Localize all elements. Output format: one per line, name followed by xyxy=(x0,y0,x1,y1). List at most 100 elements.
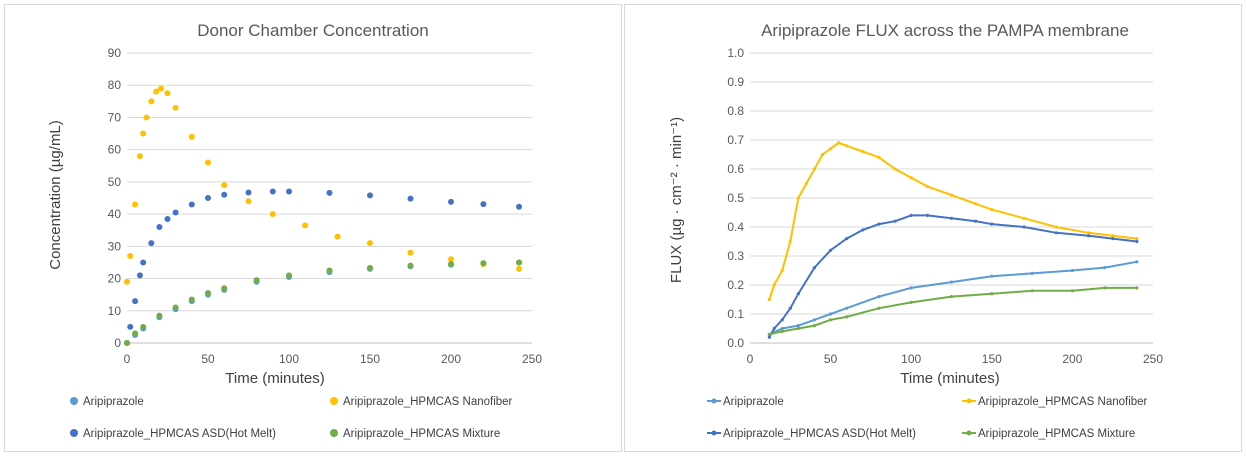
data-point xyxy=(132,201,139,208)
data-point xyxy=(837,141,841,145)
legend-item: Aripiprazole_HPMCAS ASD(Hot Melt) xyxy=(70,428,276,440)
data-point xyxy=(909,300,913,304)
x-tick-label: 200 xyxy=(441,352,461,366)
data-point xyxy=(480,201,487,208)
x-axis-title: Time (minutes) xyxy=(900,370,999,387)
data-point xyxy=(132,298,139,305)
data-point xyxy=(796,196,800,200)
data-point xyxy=(136,272,143,279)
data-point xyxy=(893,167,897,171)
series-3 xyxy=(124,259,523,346)
data-point xyxy=(796,326,800,331)
data-point xyxy=(1054,225,1058,229)
data-point xyxy=(974,219,978,223)
data-point xyxy=(407,195,414,202)
chart-title: Donor Chamber Concentration xyxy=(197,21,429,40)
data-point xyxy=(124,278,130,285)
y-axis-title: FLUX (µg · cm⁻² · min⁻¹) xyxy=(668,117,685,283)
data-point xyxy=(788,306,792,310)
data-point xyxy=(780,268,784,273)
y-tick-label: 0.1 xyxy=(727,307,744,321)
data-point xyxy=(127,253,134,259)
data-point xyxy=(877,295,881,299)
data-point xyxy=(205,159,211,166)
data-point xyxy=(188,296,195,303)
y-tick-label: 20 xyxy=(108,272,122,286)
data-point xyxy=(909,286,913,290)
data-point xyxy=(820,152,825,157)
data-point xyxy=(767,297,771,302)
y-tick-label: 0.9 xyxy=(727,75,744,89)
data-point xyxy=(269,188,276,195)
legend-label: Aripiprazole_HPMCAS ASD(Hot Melt) xyxy=(83,428,276,440)
data-point xyxy=(1022,225,1026,229)
data-point xyxy=(772,326,776,331)
y-tick-label: 30 xyxy=(108,239,122,253)
data-point xyxy=(829,318,833,322)
data-point xyxy=(925,213,929,217)
series-line xyxy=(769,286,1137,336)
data-point xyxy=(845,144,849,148)
data-point xyxy=(812,266,817,270)
data-point xyxy=(205,195,211,201)
data-point xyxy=(326,189,333,196)
y-tick-label: 0.0 xyxy=(727,336,744,350)
data-point xyxy=(1030,289,1034,293)
data-point xyxy=(205,290,211,297)
legend-label: Aripiprazole xyxy=(723,396,784,408)
data-point xyxy=(132,330,139,337)
y-tick-label: 0 xyxy=(114,336,121,350)
data-point xyxy=(925,184,929,188)
data-point xyxy=(1086,231,1091,235)
data-point xyxy=(127,323,134,330)
legend-item: Aripiprazole_HPMCAS Mixture xyxy=(962,428,1135,440)
data-point xyxy=(877,306,881,310)
data-point xyxy=(893,219,897,223)
data-point xyxy=(1135,239,1139,244)
data-point xyxy=(829,312,833,316)
legend-marker xyxy=(330,429,338,437)
x-tick-label: 250 xyxy=(522,352,542,366)
legend-item: Aripiprazole xyxy=(707,396,784,408)
y-tick-label: 0.8 xyxy=(727,104,744,118)
data-point xyxy=(1086,234,1091,238)
legend-marker xyxy=(966,430,972,436)
y-tick-label: 10 xyxy=(108,304,122,318)
data-point xyxy=(367,192,373,199)
legend-label: Aripiprazole_HPMCAS Mixture xyxy=(343,428,500,440)
legend-marker xyxy=(966,398,972,404)
x-tick-label: 50 xyxy=(201,352,215,366)
data-point xyxy=(772,283,776,287)
data-point xyxy=(1135,237,1139,241)
y-tick-label: 80 xyxy=(108,78,122,92)
x-tick-label: 50 xyxy=(824,352,838,366)
series-line xyxy=(768,214,1137,338)
legend-item: Aripiprazole_HPMCAS ASD(Hot Melt) xyxy=(707,428,916,440)
legend-marker xyxy=(70,397,78,405)
x-tick-label: 250 xyxy=(1143,352,1163,366)
series-0 xyxy=(767,260,1139,336)
chart-title: Aripiprazole FLUX across the PAMPA membr… xyxy=(761,21,1129,40)
data-point xyxy=(909,176,913,180)
data-point xyxy=(302,222,309,229)
data-point xyxy=(1111,237,1115,241)
y-tick-label: 0.3 xyxy=(727,249,744,263)
legend-marker xyxy=(70,429,78,437)
data-point xyxy=(909,213,913,217)
data-point xyxy=(990,222,994,226)
data-point xyxy=(1022,216,1026,220)
series-2 xyxy=(767,213,1139,339)
data-point xyxy=(767,332,771,336)
data-point xyxy=(812,324,817,328)
data-point xyxy=(516,265,523,272)
data-point xyxy=(767,335,771,339)
data-point xyxy=(780,326,784,331)
data-point xyxy=(448,198,454,205)
data-point xyxy=(1135,260,1139,264)
data-point xyxy=(334,233,341,240)
data-point xyxy=(140,130,147,137)
data-point xyxy=(1070,268,1074,273)
x-tick-label: 0 xyxy=(124,352,131,366)
series-line xyxy=(768,260,1138,336)
y-tick-label: 0.5 xyxy=(727,191,744,205)
